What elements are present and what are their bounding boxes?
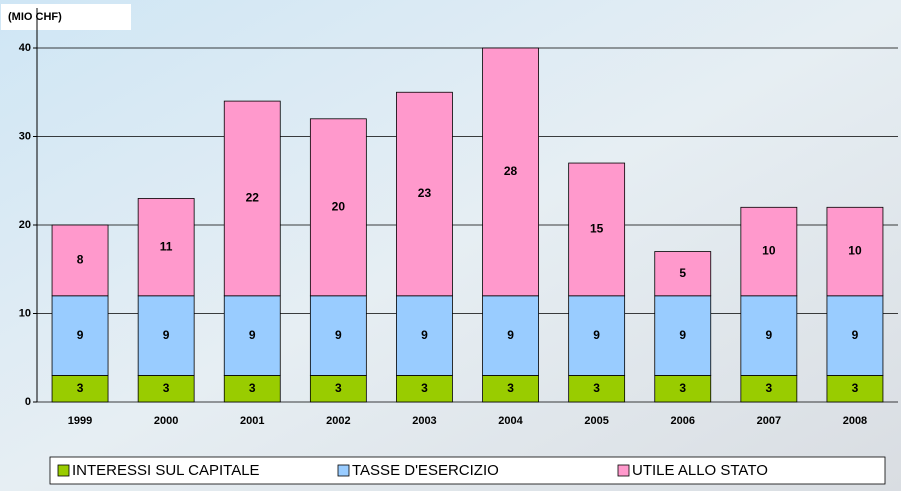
y-tick-label: 0 bbox=[25, 396, 31, 408]
bar-segment bbox=[223, 295, 281, 376]
x-tick-label: 2006 bbox=[671, 415, 695, 427]
data-label: 9 bbox=[421, 328, 428, 342]
bar-segment bbox=[740, 295, 798, 376]
bar-segment bbox=[396, 295, 453, 376]
legend-swatch bbox=[337, 464, 350, 477]
data-label: 3 bbox=[852, 381, 859, 395]
x-tick-label: 2004 bbox=[498, 415, 523, 427]
data-label: 23 bbox=[418, 186, 432, 200]
bar-segment bbox=[51, 224, 109, 297]
bar-segment bbox=[309, 295, 367, 376]
data-label: 22 bbox=[246, 191, 260, 205]
data-label: 3 bbox=[593, 381, 600, 395]
data-label: 9 bbox=[249, 328, 256, 342]
data-label: 3 bbox=[421, 381, 428, 395]
x-tick-label: 2008 bbox=[843, 415, 867, 427]
x-tick-label: 2005 bbox=[584, 415, 608, 427]
legend-label: TASSE D'ESERCIZIO bbox=[352, 462, 499, 479]
bar-segment bbox=[654, 251, 712, 297]
bar-segment bbox=[396, 91, 453, 297]
x-tick-label: 2007 bbox=[757, 415, 781, 427]
bar-segment bbox=[568, 295, 626, 376]
y-tick-label: 30 bbox=[19, 130, 31, 142]
x-tick-label: 2002 bbox=[326, 415, 350, 427]
data-label: 9 bbox=[593, 328, 600, 342]
bar-segment bbox=[396, 375, 453, 403]
data-label: 9 bbox=[335, 328, 342, 342]
data-label: 11 bbox=[160, 239, 173, 253]
bar-segment bbox=[309, 118, 367, 297]
data-label: 9 bbox=[77, 328, 84, 342]
data-label: 15 bbox=[590, 222, 604, 236]
bar-segment bbox=[654, 295, 712, 376]
bar-segment bbox=[740, 206, 798, 297]
data-label: 3 bbox=[77, 381, 84, 395]
legend-label: INTERESSI SUL CAPITALE bbox=[72, 462, 260, 479]
y-tick-label: 40 bbox=[19, 42, 31, 54]
bar-segment bbox=[137, 198, 195, 297]
x-tick-label: 2001 bbox=[240, 415, 264, 427]
data-label: 9 bbox=[163, 328, 170, 342]
data-label: 10 bbox=[848, 244, 862, 258]
bar-segment bbox=[223, 375, 281, 403]
data-label: 20 bbox=[332, 199, 346, 213]
data-label: 9 bbox=[766, 328, 773, 342]
legend-swatch bbox=[57, 464, 70, 477]
data-label: 3 bbox=[335, 381, 342, 395]
y-tick-label: 10 bbox=[19, 307, 31, 319]
y-tick-label: 20 bbox=[19, 219, 31, 231]
x-tick-label: 2003 bbox=[412, 415, 436, 427]
bar-segment bbox=[51, 295, 109, 376]
data-label: 10 bbox=[762, 244, 776, 258]
legend-box bbox=[49, 456, 886, 485]
chart-title: (MIO CHF) bbox=[8, 11, 62, 23]
bar-segment bbox=[654, 375, 712, 403]
x-tick-label: 1999 bbox=[68, 415, 92, 427]
data-label: 3 bbox=[679, 381, 686, 395]
bar-segment bbox=[482, 375, 539, 403]
bar-segment bbox=[223, 100, 281, 297]
bar-segment bbox=[482, 295, 539, 376]
bar-segment bbox=[826, 206, 884, 297]
data-label: 9 bbox=[507, 328, 514, 342]
data-label: 8 bbox=[77, 253, 84, 267]
bar-segment bbox=[137, 375, 195, 403]
data-label: 3 bbox=[249, 381, 256, 395]
data-label: 3 bbox=[507, 381, 514, 395]
x-tick-label: 2000 bbox=[154, 415, 178, 427]
legend-label: UTILE ALLO STATO bbox=[632, 462, 768, 479]
data-label: 28 bbox=[504, 164, 518, 178]
bar-segment bbox=[482, 47, 539, 297]
legend-swatch bbox=[617, 464, 630, 477]
data-label: 5 bbox=[679, 266, 686, 280]
bar-segment bbox=[568, 162, 626, 297]
title-box bbox=[1, 4, 131, 30]
data-label: 9 bbox=[852, 328, 859, 342]
data-label: 9 bbox=[679, 328, 686, 342]
bar-segment bbox=[51, 375, 109, 403]
data-label: 3 bbox=[766, 381, 773, 395]
data-label: 3 bbox=[163, 381, 170, 395]
bar-segment bbox=[137, 295, 195, 376]
bar-segment bbox=[826, 295, 884, 376]
